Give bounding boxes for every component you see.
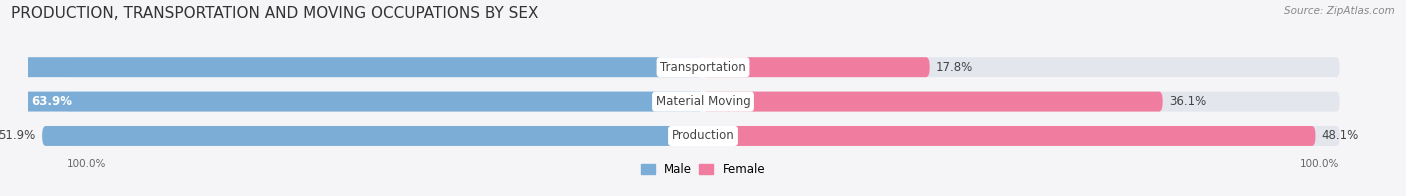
Text: 17.8%: 17.8% — [936, 61, 973, 74]
Text: 100.0%: 100.0% — [1301, 159, 1340, 169]
FancyBboxPatch shape — [0, 57, 703, 77]
FancyBboxPatch shape — [66, 57, 1340, 77]
Text: PRODUCTION, TRANSPORTATION AND MOVING OCCUPATIONS BY SEX: PRODUCTION, TRANSPORTATION AND MOVING OC… — [11, 6, 538, 21]
Text: Production: Production — [672, 130, 734, 142]
Text: 51.9%: 51.9% — [0, 130, 35, 142]
FancyBboxPatch shape — [66, 92, 1340, 112]
Text: Transportation: Transportation — [661, 61, 745, 74]
Text: 36.1%: 36.1% — [1168, 95, 1206, 108]
Text: Material Moving: Material Moving — [655, 95, 751, 108]
Text: 63.9%: 63.9% — [31, 95, 73, 108]
Text: 100.0%: 100.0% — [66, 159, 105, 169]
Legend: Male, Female: Male, Female — [641, 163, 765, 176]
FancyBboxPatch shape — [703, 57, 929, 77]
Text: 48.1%: 48.1% — [1322, 130, 1360, 142]
FancyBboxPatch shape — [703, 92, 1163, 112]
FancyBboxPatch shape — [66, 126, 1340, 146]
FancyBboxPatch shape — [0, 92, 703, 112]
FancyBboxPatch shape — [703, 126, 1316, 146]
FancyBboxPatch shape — [42, 126, 703, 146]
Text: Source: ZipAtlas.com: Source: ZipAtlas.com — [1284, 6, 1395, 16]
